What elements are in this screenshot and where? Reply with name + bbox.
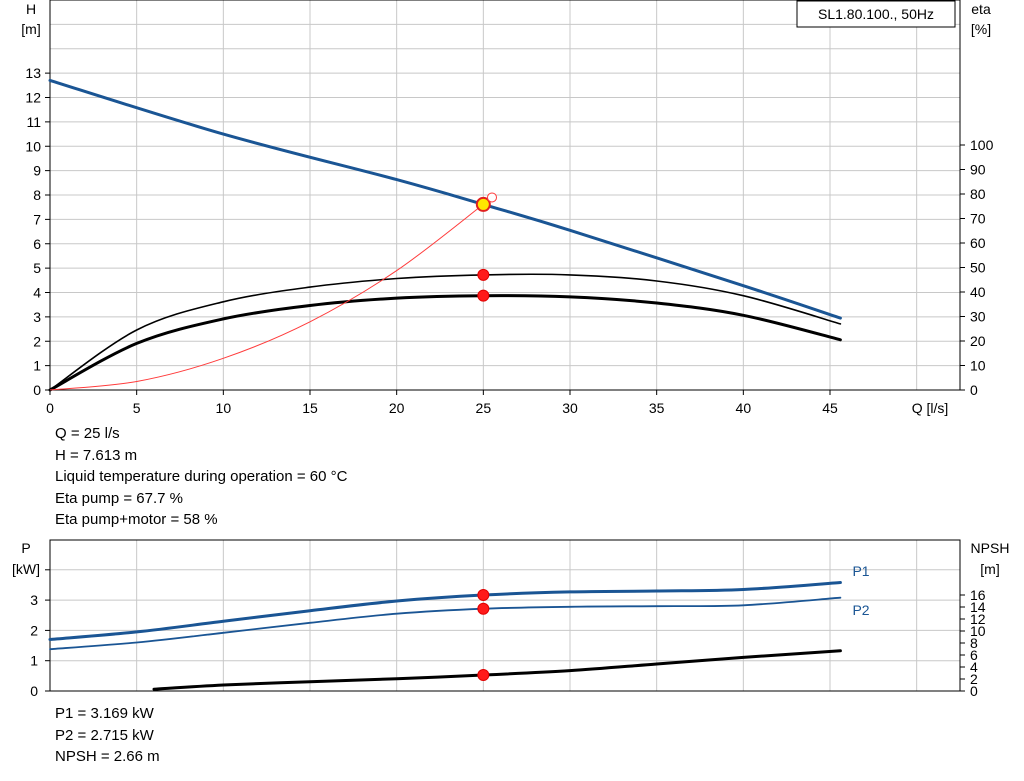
y2-tick-label: 50 <box>970 260 986 276</box>
y-axis-unit-p: [kW] <box>12 561 40 577</box>
system-curve-end-marker <box>487 192 497 203</box>
eta-pump-motor-curve <box>48 294 842 392</box>
info-eta-pump: Eta pump = 67.7 % <box>55 489 183 507</box>
y-tick-label: 13 <box>25 65 41 81</box>
bottom-plot-frame <box>49 539 961 692</box>
x-tick-label: 35 <box>649 400 665 416</box>
npsh-tick-label: 16 <box>970 587 986 603</box>
y2-axis-unit-eta: [%] <box>971 21 991 37</box>
operating-point-info: Q = 25 l/s H = 7.613 m Liquid temperatur… <box>55 423 347 531</box>
y2-tick-label: 30 <box>970 309 986 325</box>
npsh-tick-label: 12 <box>970 611 986 627</box>
y2-tick-label: 100 <box>970 137 994 153</box>
x-tick-label: 20 <box>389 400 405 416</box>
y2-tick-label: 40 <box>970 284 986 300</box>
p2-power-curve <box>49 596 842 651</box>
npsh-tick-label: 8 <box>970 635 978 651</box>
series-label-p2: P2 <box>852 602 869 618</box>
info-p1: P1 = 3.169 kW <box>55 705 154 722</box>
y2-axis-label-eta: eta <box>971 1 991 17</box>
duty-point-marker <box>477 289 490 302</box>
x-tick-label: 30 <box>562 400 578 416</box>
y-tick-label: 6 <box>33 236 41 252</box>
y-tick-label: 12 <box>25 90 41 106</box>
x-tick-label: 5 <box>133 400 141 416</box>
x-tick-label: 10 <box>216 400 232 416</box>
x-tick-label: 0 <box>46 400 54 416</box>
duty-point-marker <box>477 268 490 281</box>
y2-tick-label: 90 <box>970 162 986 178</box>
y-tick-label: 0 <box>33 382 41 398</box>
y2-tick-label: 80 <box>970 186 986 202</box>
power-info: P1 = 3.169 kW P2 = 2.715 kW NPSH = 2.66 … <box>55 703 160 768</box>
x-tick-label: 15 <box>302 400 318 416</box>
y-tick-label: 10 <box>25 138 41 154</box>
y-axis-unit-h: [m] <box>21 21 40 37</box>
p-tick-label: 1 <box>30 653 38 669</box>
y-tick-label: 7 <box>33 211 41 227</box>
y2-tick-label: 10 <box>970 358 986 374</box>
p-tick-label: 3 <box>30 592 38 608</box>
operating-point-marker <box>475 196 491 212</box>
y2-tick-label: 20 <box>970 333 986 349</box>
info-head: H = 7.613 m <box>55 446 138 464</box>
duty-point-marker <box>477 602 490 615</box>
npsh-tick-label: 6 <box>970 647 978 663</box>
info-flow: Q = 25 l/s <box>55 425 120 442</box>
x-axis-label-q: Q [l/s] <box>912 400 949 416</box>
p-tick-label: 0 <box>30 683 38 699</box>
info-eta-pump-motor: Eta pump+motor = 58 % <box>55 511 218 528</box>
y2-tick-label: 0 <box>970 382 978 398</box>
info-npsh: NPSH = 2.66 m <box>55 748 160 765</box>
duty-point-marker <box>477 588 490 601</box>
y-tick-label: 11 <box>26 114 41 130</box>
npsh-tick-label: 4 <box>970 659 978 675</box>
y2-axis-label-npsh: NPSH <box>971 540 1010 556</box>
y-axis-label-h: H <box>26 1 36 17</box>
pump-title-box: SL1.80.100., 50Hz <box>796 0 956 28</box>
y-tick-label: 8 <box>33 187 41 203</box>
x-tick-label: 45 <box>822 400 838 416</box>
info-p2: P2 = 2.715 kW <box>55 726 154 744</box>
eta-pump-curve <box>49 273 842 391</box>
y-tick-label: 4 <box>33 285 41 301</box>
y-tick-label: 5 <box>33 260 41 276</box>
head-curve <box>48 78 842 320</box>
p1-power-curve <box>48 581 842 641</box>
y-tick-label: 1 <box>33 358 41 374</box>
y2-tick-label: 70 <box>970 211 986 227</box>
npsh-tick-label: 0 <box>970 683 978 699</box>
duty-point-marker <box>477 669 490 682</box>
pump-title: SL1.80.100., 50Hz <box>818 6 934 22</box>
y2-tick-label: 60 <box>970 235 986 251</box>
y-tick-label: 2 <box>33 333 41 349</box>
npsh-curve <box>152 649 842 691</box>
x-tick-label: 25 <box>476 400 492 416</box>
series-label-p1: P1 <box>852 563 869 579</box>
info-liquid-temperature: Liquid temperature during operation = 60… <box>55 468 348 485</box>
p-tick-label: 2 <box>30 622 38 638</box>
x-tick-label: 40 <box>736 400 752 416</box>
y-axis-label-p: P <box>21 540 30 556</box>
y2-axis-unit-npsh: [m] <box>980 561 999 577</box>
y-tick-label: 3 <box>33 309 41 325</box>
y-tick-label: 9 <box>33 163 41 179</box>
npsh-tick-label: 14 <box>970 599 986 615</box>
npsh-tick-label: 10 <box>970 623 986 639</box>
npsh-tick-label: 2 <box>970 671 978 687</box>
